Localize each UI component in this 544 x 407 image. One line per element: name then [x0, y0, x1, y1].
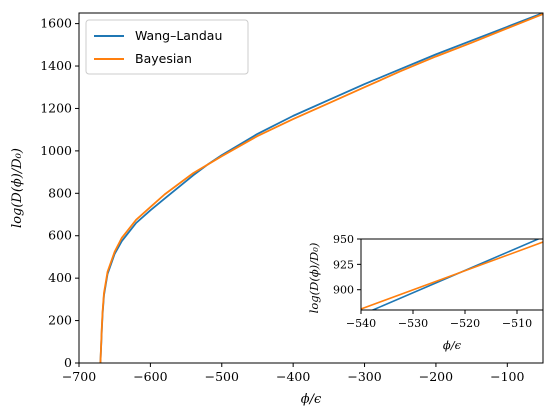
- main-x-tick-label: −600: [133, 369, 167, 384]
- main-y-tick-label: 1400: [40, 58, 72, 73]
- inset-x-tick-label: −530: [398, 317, 428, 330]
- main-x-tick-label: −400: [276, 369, 310, 384]
- inset-y-tick-label: 925: [333, 258, 354, 271]
- inset-y-tick-label: 950: [333, 233, 354, 246]
- main-x-tick-label: −500: [205, 369, 239, 384]
- main-y-tick-label: 400: [48, 270, 72, 285]
- inset-plot-frame: [360, 238, 544, 311]
- main-plot: −700 −600 −500 −400 −300 −200 −100 0 200 400 600 8…: [10, 12, 544, 407]
- main-x-tick-label: −700: [62, 369, 96, 384]
- main-y-tick-label: 800: [48, 185, 72, 200]
- main-series-lines: [99, 13, 543, 363]
- main-y-tick-label: 200: [48, 313, 72, 328]
- main-y-tick-label: 1200: [40, 100, 72, 115]
- inset-plot: −540 −530 −520 −510 900 925 950 ϕ/ϵ log(D(ϕ)/…: [307, 233, 544, 352]
- inset-y-axis-label: log(D(ϕ)/D₀): [307, 243, 321, 314]
- main-x-tick-label: −300: [347, 369, 381, 384]
- main-x-axis-label: ϕ/ϵ: [301, 392, 322, 407]
- inset-series-lines: [361, 239, 543, 310]
- inset-x-ticks: −540 −530 −520 −510: [346, 310, 532, 330]
- main-series-line-1: [99, 13, 543, 363]
- main-y-ticks: 0 200 400 600 800 1000 1200 1400 1600: [40, 16, 79, 370]
- inset-y-tick-label: 900: [333, 284, 354, 297]
- inset-y-ticks: 900 925 950: [333, 233, 361, 297]
- legend-label-bayesian: Bayesian: [135, 51, 192, 66]
- main-x-ticks: −700 −600 −500 −400 −300 −200 −100: [62, 363, 525, 384]
- main-x-tick-label: −200: [419, 369, 453, 384]
- main-x-tick-label: −100: [490, 369, 524, 384]
- main-y-tick-label: 600: [48, 228, 72, 243]
- inset-x-axis-label: ϕ/ϵ: [443, 338, 462, 352]
- inset-series-line-1: [361, 241, 543, 310]
- legend-frame: [85, 19, 249, 75]
- main-y-tick-label: 1600: [40, 16, 72, 31]
- main-y-tick-label: 1000: [40, 143, 72, 158]
- legend: Wang–Landau Bayesian: [85, 19, 249, 75]
- inset-x-tick-label: −540: [346, 317, 376, 330]
- main-y-tick-label: 0: [64, 355, 72, 370]
- inset-x-tick-label: −510: [502, 317, 532, 330]
- inset-x-tick-label: −520: [450, 317, 480, 330]
- main-y-axis-label: log(D(ϕ)/D₀): [10, 148, 25, 228]
- legend-label-wang-landau: Wang–Landau: [135, 28, 222, 43]
- main-plot-frame: [78, 12, 544, 364]
